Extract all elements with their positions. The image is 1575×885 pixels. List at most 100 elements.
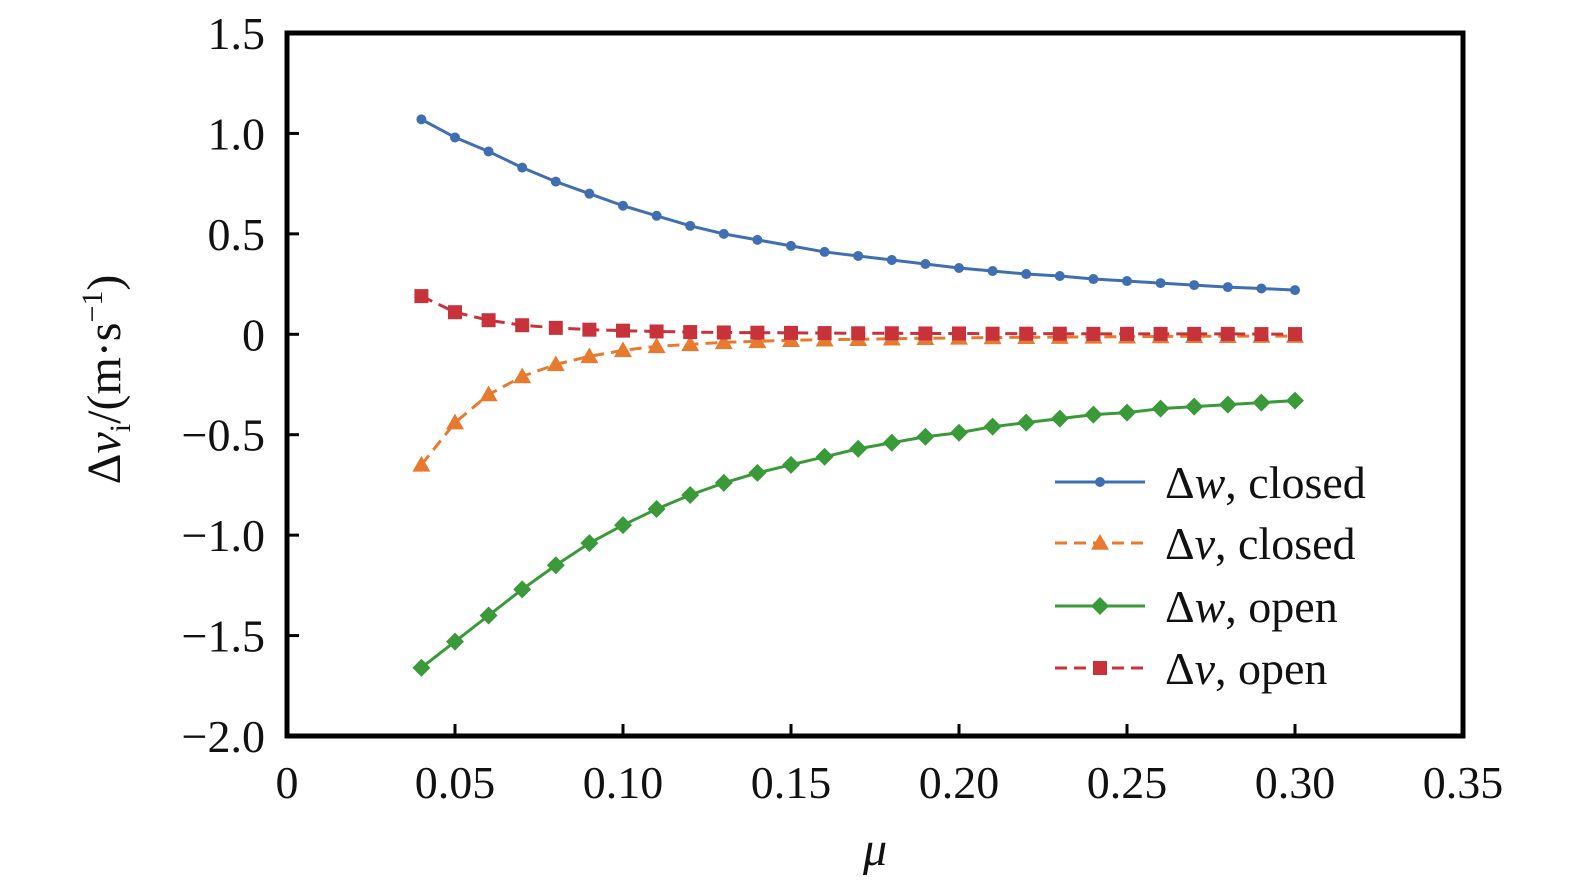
data-point bbox=[1187, 326, 1202, 341]
data-point bbox=[412, 455, 431, 472]
data-point bbox=[1286, 391, 1304, 410]
data-point bbox=[714, 333, 733, 350]
data-point bbox=[479, 385, 498, 402]
legend-marker bbox=[1091, 597, 1109, 615]
data-point bbox=[1054, 271, 1065, 282]
data-point bbox=[786, 240, 796, 251]
legend-label: Δv, open bbox=[1165, 643, 1327, 694]
y-axis-label-unit: /(m·s bbox=[78, 323, 131, 424]
legend-label: Δv, closed bbox=[1165, 518, 1356, 569]
data-point bbox=[412, 658, 431, 677]
data-point bbox=[1120, 326, 1134, 341]
data-point bbox=[416, 114, 427, 125]
data-point bbox=[752, 234, 763, 245]
data-point bbox=[483, 146, 494, 157]
y-axis-ticks: 1.5 1.0 0.5 0 −0.5 −1.0 −1.5 −2.0 bbox=[182, 8, 299, 762]
y-tick-label: 0 bbox=[242, 309, 265, 360]
data-point bbox=[614, 516, 632, 535]
data-point bbox=[1088, 274, 1099, 285]
data-point bbox=[1122, 276, 1132, 287]
x-tick-label: 0.35 bbox=[1423, 757, 1504, 808]
data-point bbox=[651, 210, 662, 221]
y-axis-label-close: ) bbox=[78, 275, 131, 291]
data-point bbox=[618, 200, 628, 211]
data-point bbox=[782, 455, 800, 474]
data-point bbox=[479, 606, 498, 625]
data-point bbox=[614, 341, 632, 358]
data-point bbox=[1218, 395, 1237, 414]
x-tick-label: 0 bbox=[276, 757, 299, 808]
data-point bbox=[920, 258, 931, 269]
series-1 bbox=[416, 114, 1300, 296]
data-point bbox=[748, 332, 767, 349]
data-point bbox=[450, 132, 460, 143]
data-point bbox=[1118, 403, 1136, 422]
x-axis-label: μ bbox=[862, 823, 887, 876]
series-3 bbox=[412, 391, 1304, 677]
data-point bbox=[1155, 278, 1166, 289]
legend-entry: Δw, closed bbox=[1055, 457, 1366, 508]
data-point bbox=[1256, 283, 1267, 294]
data-point bbox=[916, 427, 935, 446]
y-axis-label: Δvi/(m·s−1) bbox=[76, 275, 137, 485]
x-tick-label: 0.30 bbox=[1255, 757, 1336, 808]
data-point bbox=[616, 323, 630, 338]
data-point bbox=[681, 335, 700, 352]
data-point bbox=[983, 417, 1002, 436]
x-tick-label: 0.10 bbox=[583, 757, 664, 808]
data-point bbox=[546, 355, 565, 372]
data-point bbox=[1252, 393, 1271, 412]
legend-entry: Δv, closed bbox=[1055, 518, 1356, 569]
data-point bbox=[918, 326, 933, 341]
legend-marker bbox=[1091, 534, 1109, 550]
x-tick-label: 0.15 bbox=[751, 757, 832, 808]
data-point bbox=[685, 220, 696, 231]
data-point bbox=[815, 447, 834, 466]
data-point bbox=[584, 188, 595, 199]
data-point bbox=[647, 337, 666, 354]
y-tick-label: −1.5 bbox=[182, 611, 265, 662]
y-axis-label-sub: i bbox=[104, 424, 137, 432]
data-point bbox=[1185, 397, 1204, 416]
x-tick-label: 0.25 bbox=[1087, 757, 1168, 808]
data-point bbox=[886, 254, 897, 265]
data-point bbox=[1052, 326, 1067, 341]
data-point bbox=[1288, 327, 1302, 342]
data-point bbox=[1189, 280, 1200, 291]
data-point bbox=[580, 534, 599, 553]
legend-marker bbox=[1095, 477, 1105, 487]
legend: Δw, closed Δv, closed Δw, open Δv, open bbox=[1055, 457, 1366, 694]
data-point bbox=[750, 325, 765, 340]
x-axis-ticks: 0 0.05 0.10 0.15 0.20 0.25 0.30 0.35 bbox=[276, 724, 1504, 808]
data-point bbox=[882, 433, 901, 452]
y-axis-label-var: v bbox=[78, 432, 131, 454]
data-point bbox=[649, 324, 664, 339]
data-point bbox=[884, 326, 899, 341]
data-point bbox=[580, 347, 599, 364]
data-point bbox=[446, 413, 464, 430]
y-tick-label: −0.5 bbox=[182, 410, 265, 461]
data-point bbox=[515, 318, 530, 333]
data-point bbox=[647, 500, 666, 519]
data-point bbox=[784, 325, 798, 340]
series-line bbox=[420, 118, 1296, 292]
data-point bbox=[517, 162, 528, 173]
y-tick-label: −1.0 bbox=[182, 510, 265, 561]
data-point bbox=[481, 313, 496, 328]
data-point bbox=[950, 423, 968, 442]
y-tick-label: 0.5 bbox=[208, 209, 266, 260]
data-point bbox=[446, 632, 464, 651]
data-point bbox=[1222, 282, 1233, 293]
data-point bbox=[1021, 269, 1032, 280]
x-tick-label: 0.05 bbox=[415, 757, 496, 808]
series-4 bbox=[414, 289, 1302, 342]
y-axis-label-exp: −1 bbox=[76, 291, 109, 323]
data-point bbox=[582, 322, 597, 337]
data-point bbox=[414, 289, 429, 304]
legend-marker bbox=[1093, 661, 1107, 675]
y-tick-label: 1.5 bbox=[208, 8, 266, 59]
data-point bbox=[819, 246, 830, 257]
data-point bbox=[1086, 326, 1101, 341]
data-point bbox=[985, 326, 1000, 341]
